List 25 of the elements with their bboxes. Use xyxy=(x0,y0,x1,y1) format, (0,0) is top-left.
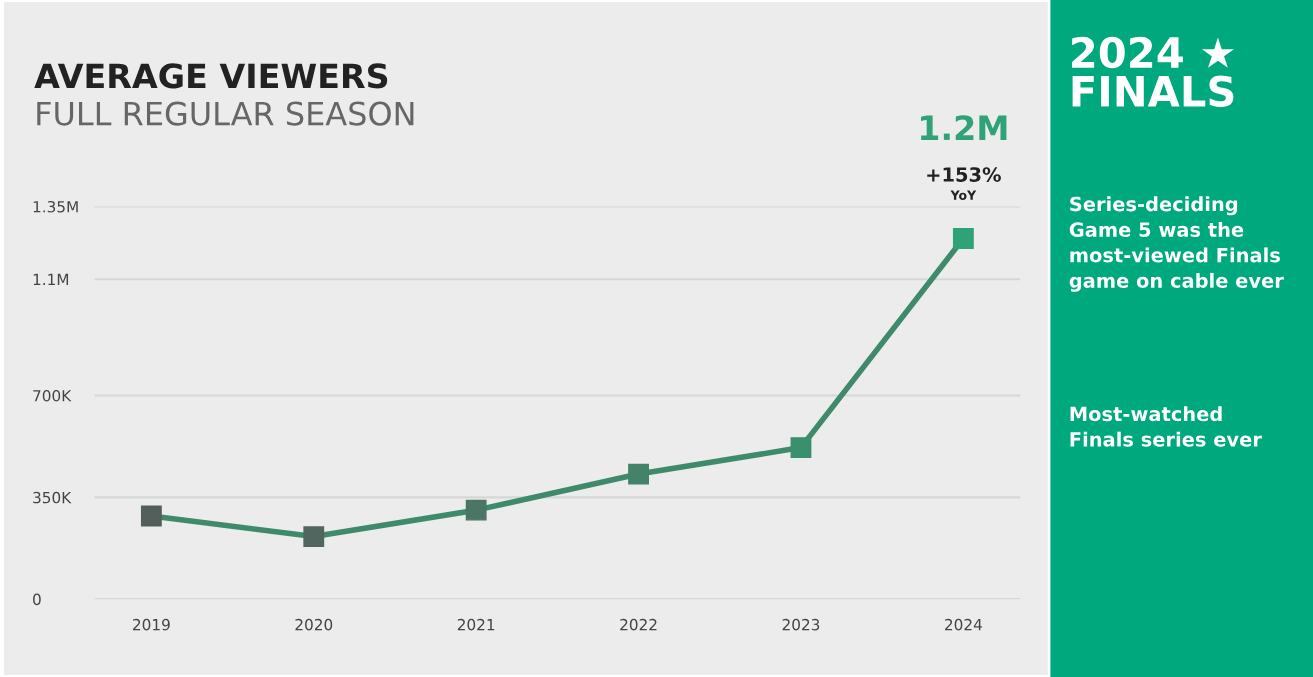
point xyxy=(303,526,325,548)
y-tick-label: 700K xyxy=(33,390,72,402)
text: +153% xyxy=(927,167,1001,182)
y-tick-label: 350K xyxy=(33,491,72,504)
text: 2024 ★ FINALS xyxy=(1072,36,1234,108)
y-tick-label: 1.1M xyxy=(33,273,69,285)
x-tick-label: 2021 xyxy=(457,618,495,631)
point xyxy=(465,499,487,521)
x-tick-label: 2022 xyxy=(620,618,657,631)
y-tick-label: 0 xyxy=(33,593,41,606)
chart-title: AVERAGE VIEWERS xyxy=(34,63,388,89)
point xyxy=(628,463,649,485)
chart-subtitle: FULL REGULAR SEASON xyxy=(37,101,414,126)
x-tick-label: 2023 xyxy=(782,618,820,631)
text: YoY xyxy=(950,190,977,200)
y-tick-label: 1.35M xyxy=(33,200,78,213)
point xyxy=(952,228,974,249)
x-tick-label: 2024 xyxy=(945,618,982,631)
point xyxy=(790,437,812,459)
x-tick-label: 2020 xyxy=(295,618,333,631)
point xyxy=(140,505,162,527)
text: Most-watched Finals series ever xyxy=(1070,406,1262,447)
x-tick-label: 2019 xyxy=(133,618,170,631)
text: Series-deciding Game 5 was the most-viewed Finals game on cable ever xyxy=(1069,196,1284,292)
annotation: 1.2M xyxy=(921,115,1007,140)
